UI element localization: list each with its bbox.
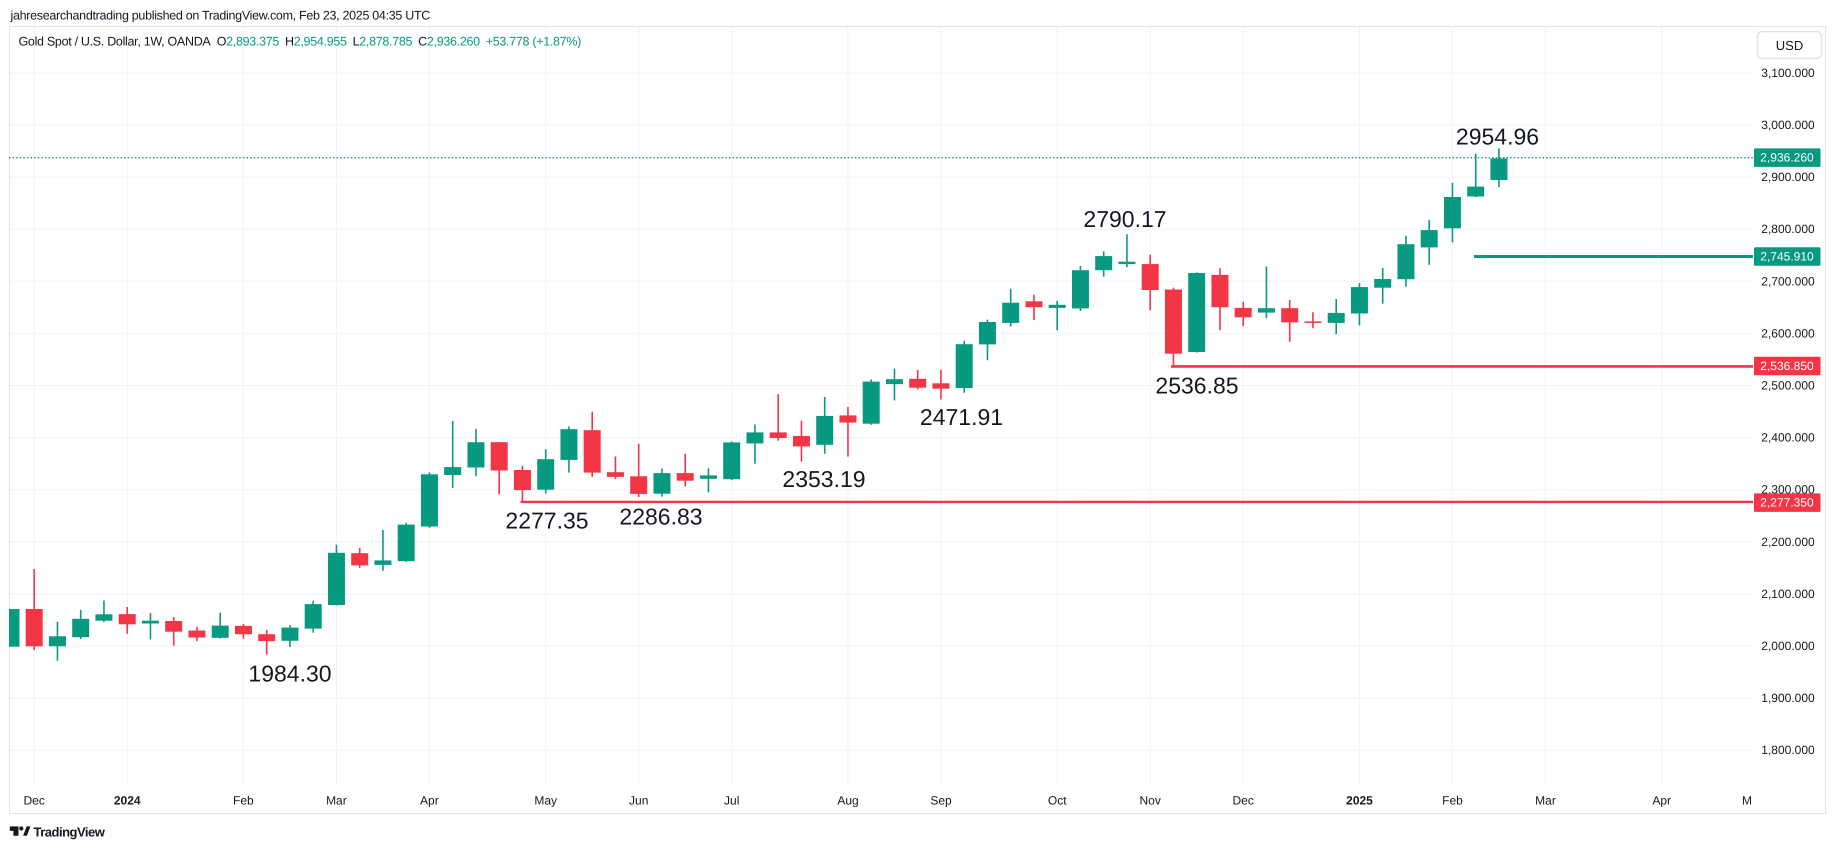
svg-text:May: May <box>534 794 557 808</box>
svg-text:2286.83: 2286.83 <box>619 504 702 530</box>
svg-text:Mar: Mar <box>326 794 347 808</box>
svg-text:2,700.000: 2,700.000 <box>1761 274 1815 288</box>
svg-text:Oct: Oct <box>1048 794 1067 808</box>
svg-text:2277.35: 2277.35 <box>505 508 588 534</box>
svg-text:M: M <box>1742 794 1752 808</box>
svg-text:2790.17: 2790.17 <box>1083 206 1166 232</box>
svg-text:1,800.000: 1,800.000 <box>1761 743 1815 757</box>
svg-text:3,000.000: 3,000.000 <box>1761 118 1815 132</box>
svg-text:2,400.000: 2,400.000 <box>1761 431 1815 445</box>
svg-text:2,745.910: 2,745.910 <box>1760 250 1814 264</box>
svg-text:2,100.000: 2,100.000 <box>1761 587 1815 601</box>
svg-text:Apr: Apr <box>1652 794 1671 808</box>
svg-text:TradingView: TradingView <box>34 825 106 840</box>
svg-text:Aug: Aug <box>837 794 858 808</box>
svg-text:O2,893.375 H2,954.955 L2,878.7: O2,893.375 H2,954.955 L2,878.785 C2,936.… <box>217 35 581 49</box>
svg-text:Dec: Dec <box>1233 794 1254 808</box>
svg-text:2,536.850: 2,536.850 <box>1760 359 1814 373</box>
svg-text:2,200.000: 2,200.000 <box>1761 535 1815 549</box>
svg-text:2,000.000: 2,000.000 <box>1761 639 1815 653</box>
svg-text:Feb: Feb <box>233 794 254 808</box>
svg-text:2024: 2024 <box>114 794 141 808</box>
svg-text:Jul: Jul <box>724 794 739 808</box>
svg-text:Nov: Nov <box>1140 794 1161 808</box>
svg-text:1,900.000: 1,900.000 <box>1761 691 1815 705</box>
svg-text:Gold Spot / U.S. Dollar, 1W, O: Gold Spot / U.S. Dollar, 1W, OANDA <box>19 35 212 49</box>
svg-text:Jun: Jun <box>629 794 648 808</box>
svg-text:1984.30: 1984.30 <box>248 661 331 687</box>
svg-text:2,900.000: 2,900.000 <box>1761 170 1815 184</box>
svg-text:2954.96: 2954.96 <box>1456 124 1539 150</box>
svg-text:USD: USD <box>1776 38 1803 53</box>
svg-text:2,800.000: 2,800.000 <box>1761 222 1815 236</box>
svg-text:Dec: Dec <box>24 794 45 808</box>
svg-text:Sep: Sep <box>930 794 952 808</box>
svg-text:Apr: Apr <box>420 794 439 808</box>
svg-text:2536.85: 2536.85 <box>1155 373 1238 399</box>
svg-text:jahresearchandtrading publishe: jahresearchandtrading published on Tradi… <box>10 9 431 23</box>
svg-text:Mar: Mar <box>1535 794 1556 808</box>
svg-text:2353.19: 2353.19 <box>782 466 865 492</box>
svg-text:2025: 2025 <box>1346 794 1373 808</box>
svg-text:2,277.350: 2,277.350 <box>1760 496 1814 510</box>
svg-text:2471.91: 2471.91 <box>920 404 1003 430</box>
svg-text:2,300.000: 2,300.000 <box>1761 483 1815 497</box>
svg-text:2,600.000: 2,600.000 <box>1761 326 1815 340</box>
svg-text:2,936.260: 2,936.260 <box>1760 151 1814 165</box>
svg-text:2,500.000: 2,500.000 <box>1761 379 1815 393</box>
svg-text:Feb: Feb <box>1442 794 1463 808</box>
svg-text:3,100.000: 3,100.000 <box>1761 66 1815 80</box>
